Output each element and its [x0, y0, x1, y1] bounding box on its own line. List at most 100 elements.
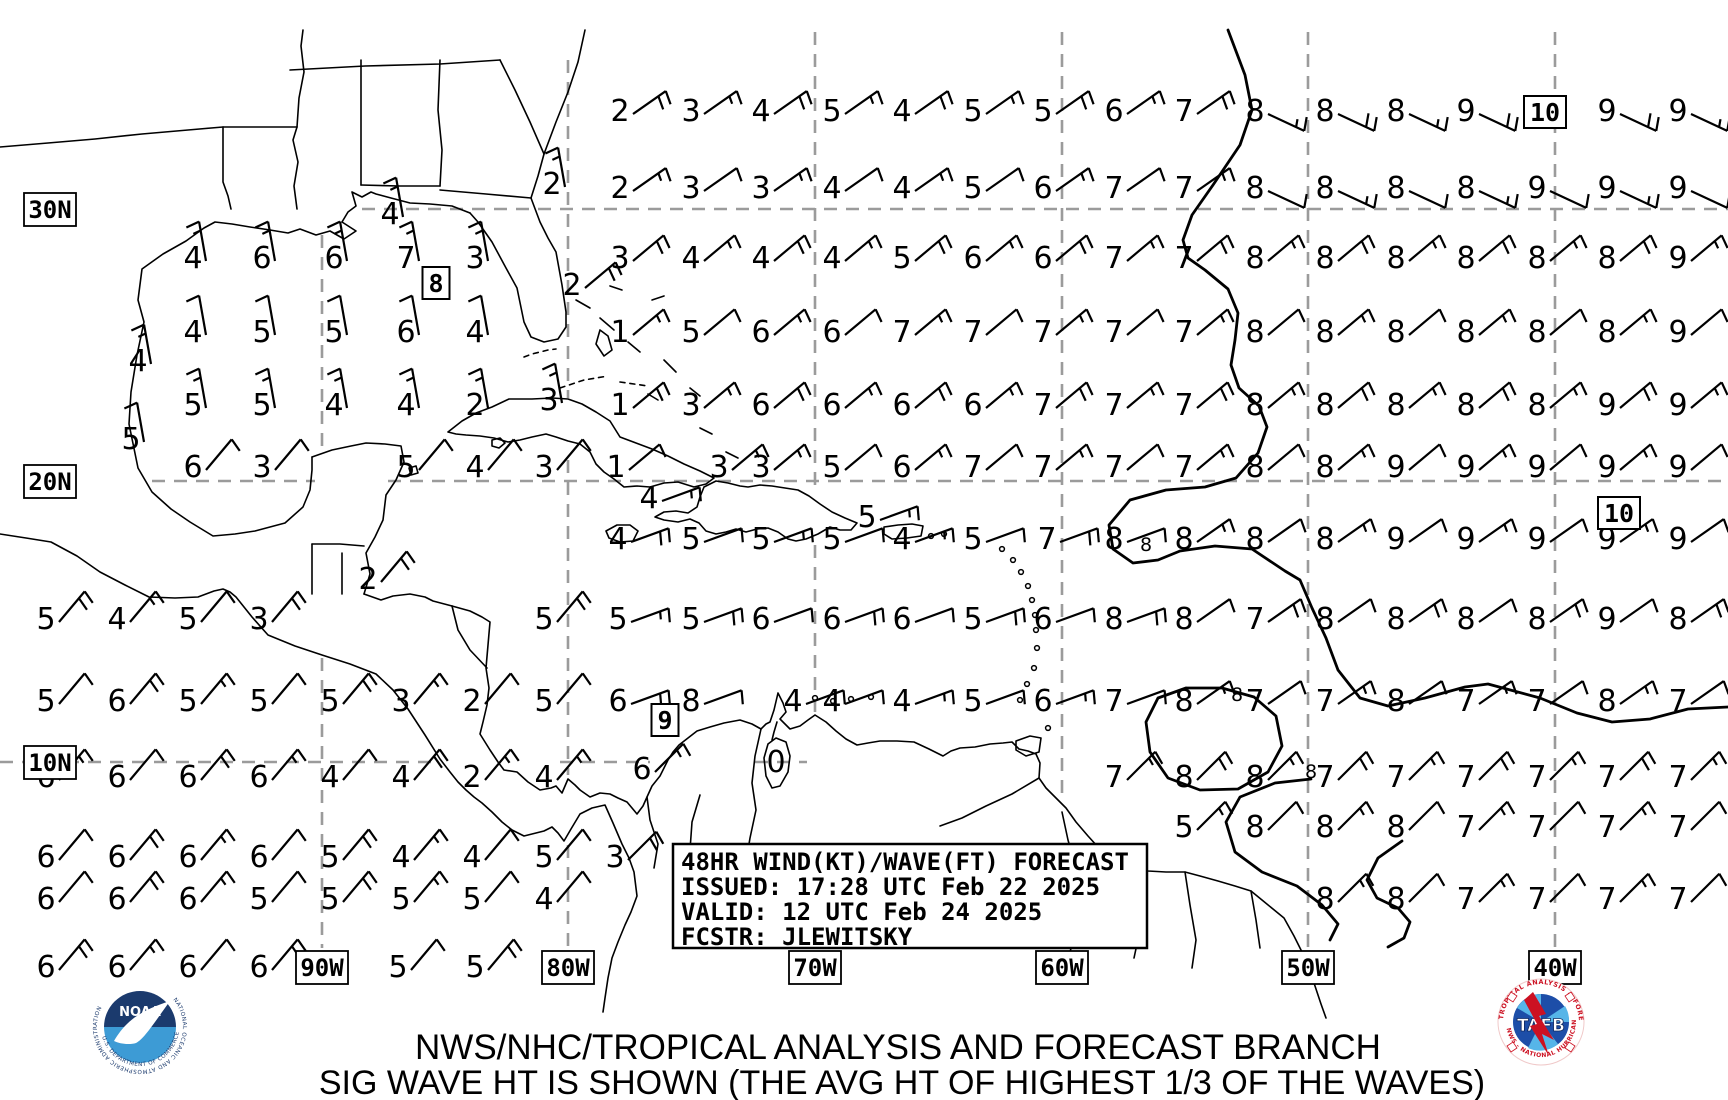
wave-height-value: 6 [1033, 241, 1052, 276]
wind-barb [1337, 113, 1378, 132]
wind-barb [1619, 680, 1659, 705]
wave-height-value: 5 [822, 522, 841, 557]
wave-height-value: 6 [324, 241, 343, 276]
wind-barb [1478, 308, 1517, 336]
wave-height-value: 9 [1456, 94, 1475, 129]
wave-height-value: 9 [1597, 602, 1616, 637]
island-dot [1044, 724, 1052, 732]
wave-height-value: 9 [1386, 450, 1405, 485]
wave-height-value: 8 [1315, 522, 1334, 557]
contour-inline-label: 8 [1305, 761, 1317, 783]
wind-barb [556, 672, 592, 705]
coastline [363, 593, 1327, 1019]
wave-height-value: 6 [107, 840, 126, 875]
wind-barb [914, 443, 953, 471]
wave-height-value: 8 [1104, 602, 1123, 637]
coastline [1250, 890, 1261, 949]
wind-barb [254, 220, 277, 262]
wave-height-value: 4 [892, 522, 911, 557]
wave-height-value: 9 [1668, 315, 1687, 350]
grid-label-box-50w [1281, 950, 1335, 985]
wave-height-value: 7 [1527, 810, 1546, 845]
wave-height-value: 4 [391, 840, 410, 875]
wave-height-value: 4 [107, 602, 126, 637]
wind-barb [985, 381, 1024, 409]
wave-height-value: 8 [1245, 388, 1264, 423]
wind-barb [58, 672, 94, 705]
wave-height-value: 7 [1315, 684, 1334, 719]
wind-barb [544, 146, 567, 188]
wave-height-value: 4 [892, 684, 911, 719]
wave-height-value: 7 [963, 315, 982, 350]
wave-height-value: 7 [1174, 171, 1193, 206]
wind-barb [205, 438, 241, 471]
wind-barb [342, 748, 378, 781]
wind-barb [1267, 381, 1306, 409]
wind-barb [1267, 234, 1306, 262]
wave-height-value: 5 [320, 840, 339, 875]
coastline [605, 524, 639, 543]
wave-height-value: 1 [606, 450, 625, 485]
wave-height-value: 8 [1245, 94, 1264, 129]
wind-barb [914, 381, 953, 409]
wave-height-value: 5 [963, 94, 982, 129]
wave-height-value: 4 [462, 840, 481, 875]
wind-barb [1690, 680, 1728, 705]
wave-height-value: 8 [1174, 522, 1193, 557]
wind-barb [326, 220, 349, 262]
island-dot [829, 697, 837, 705]
wave-height-value: 9 [1597, 522, 1616, 557]
wind-barb [703, 234, 742, 262]
wave-height-value: 7 [1456, 760, 1475, 795]
wind-barb [271, 672, 307, 705]
wind-barb [129, 590, 165, 623]
wave-height-value: 3 [751, 450, 770, 485]
wind-barb [1549, 234, 1588, 262]
island-dot [1032, 626, 1040, 634]
wind-barb [1549, 750, 1587, 781]
wind-barb [630, 527, 671, 546]
wave-height-value: 6 [822, 315, 841, 350]
coastline [1015, 735, 1042, 757]
coastline [699, 427, 713, 435]
wave-height-value: 7 [1174, 94, 1193, 129]
wind-barb [398, 294, 421, 336]
wave-contour [1107, 28, 1728, 724]
wave-height-value: 8 [1456, 602, 1475, 637]
wave-height-value: 6 [252, 241, 271, 276]
wave-height-value: 5 [465, 950, 484, 985]
coastline [575, 299, 591, 309]
island-dot [1023, 680, 1031, 688]
wave-height-value: 6 [1033, 684, 1052, 719]
wind-barb [1337, 680, 1377, 705]
wind-barb [1196, 598, 1236, 623]
wind-barb [985, 443, 1024, 471]
wave-height-value: 8 [1456, 241, 1475, 276]
coastline [296, 29, 305, 128]
wind-barb [1196, 680, 1236, 705]
wave-height-value: 6 [822, 602, 841, 637]
wind-barb [773, 527, 814, 544]
wave-height-value: 9 [1668, 522, 1687, 557]
wave-height-value: 8 [1245, 760, 1264, 795]
wave-height-value: 4 [608, 522, 627, 557]
wave-height-value: 6 [107, 950, 126, 985]
wind-barb [1059, 527, 1100, 546]
island-dot [1031, 611, 1039, 619]
wind-barb [1690, 190, 1728, 209]
wave-height-value: 4 [892, 171, 911, 206]
wave-height-value: 5 [36, 684, 55, 719]
wave-height-value: 5 [324, 315, 343, 350]
wave-height-value: 1 [610, 388, 629, 423]
wave-height-value: 7 [1245, 684, 1264, 719]
wind-barb [844, 308, 883, 336]
wind-barb [185, 294, 208, 336]
wave-height-value: 6 [249, 840, 268, 875]
wind-barb [914, 689, 955, 706]
coastline [646, 796, 659, 869]
wind-barb [1408, 872, 1446, 903]
coastline [408, 465, 419, 476]
wave-height-value: 7 [1174, 450, 1193, 485]
wave-height-value: 5 [178, 684, 197, 719]
wave-height-value: 9 [1668, 171, 1687, 206]
